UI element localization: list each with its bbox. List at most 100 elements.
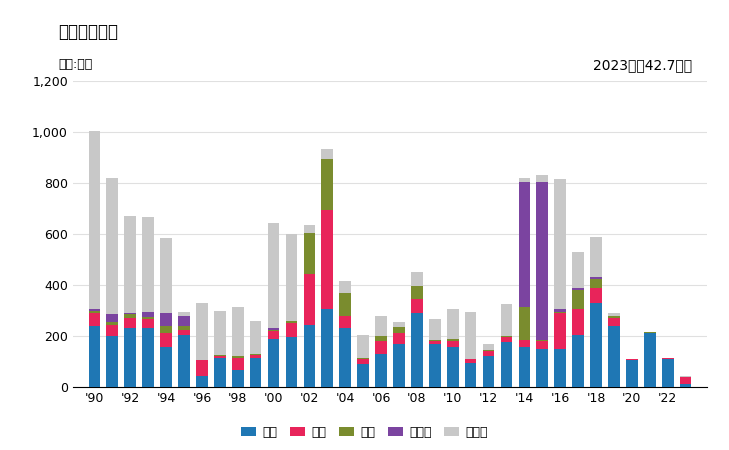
Bar — [429, 344, 440, 387]
Text: 輸出量の推移: 輸出量の推移 — [58, 22, 118, 40]
Bar — [303, 274, 315, 324]
Bar — [340, 328, 351, 387]
Bar — [447, 341, 459, 347]
Bar — [357, 358, 369, 359]
Bar — [357, 359, 369, 364]
Bar — [537, 340, 548, 341]
Bar — [501, 336, 512, 338]
Bar — [465, 363, 477, 387]
Bar — [340, 292, 351, 315]
Bar — [501, 338, 512, 342]
Bar — [572, 252, 584, 288]
Bar — [286, 323, 297, 338]
Bar — [268, 328, 279, 329]
Bar — [590, 277, 602, 279]
Bar — [518, 347, 530, 387]
Bar — [554, 312, 566, 313]
Bar — [357, 364, 369, 387]
Bar — [125, 315, 136, 318]
Bar — [214, 355, 226, 356]
Bar — [214, 310, 226, 355]
Bar — [106, 178, 118, 314]
Bar — [411, 313, 423, 387]
Bar — [250, 355, 262, 358]
Bar — [626, 359, 638, 360]
Text: 2023年：42.7トン: 2023年：42.7トン — [593, 58, 693, 72]
Bar — [196, 360, 208, 375]
Bar — [340, 281, 351, 292]
Bar — [680, 376, 691, 377]
Bar — [572, 335, 584, 387]
Bar — [321, 210, 333, 309]
Bar — [393, 333, 405, 344]
Bar — [429, 341, 440, 344]
Bar — [286, 321, 297, 323]
Bar — [268, 329, 279, 331]
Bar — [411, 299, 423, 313]
Bar — [662, 358, 674, 359]
Bar — [178, 315, 190, 326]
Bar — [501, 304, 512, 336]
Bar — [125, 313, 136, 314]
Bar — [608, 315, 620, 318]
Bar — [142, 320, 154, 328]
Bar — [590, 237, 602, 277]
Bar — [411, 286, 423, 299]
Bar — [608, 318, 620, 326]
Bar — [142, 217, 154, 312]
Bar — [160, 313, 172, 326]
Bar — [178, 335, 190, 387]
Bar — [465, 359, 477, 363]
Bar — [214, 358, 226, 387]
Bar — [89, 326, 100, 387]
Bar — [286, 338, 297, 387]
Bar — [250, 358, 262, 387]
Bar — [608, 326, 620, 387]
Bar — [680, 377, 691, 384]
Bar — [501, 342, 512, 387]
Bar — [106, 314, 118, 322]
Bar — [518, 178, 530, 182]
Bar — [268, 331, 279, 338]
Bar — [340, 315, 351, 328]
Bar — [554, 179, 566, 309]
Bar — [429, 340, 440, 341]
Bar — [89, 310, 100, 313]
Bar — [178, 326, 190, 329]
Bar — [590, 303, 602, 387]
Bar — [160, 326, 172, 333]
Bar — [321, 159, 333, 210]
Bar — [572, 288, 584, 290]
Bar — [321, 309, 333, 387]
Bar — [483, 351, 494, 356]
Bar — [142, 328, 154, 387]
Bar — [106, 322, 118, 324]
Bar — [232, 356, 243, 358]
Bar — [590, 288, 602, 303]
Bar — [142, 312, 154, 317]
Bar — [89, 309, 100, 310]
Bar — [214, 356, 226, 358]
Bar — [447, 347, 459, 387]
Bar — [554, 349, 566, 387]
Bar — [554, 313, 566, 349]
Bar — [250, 321, 262, 354]
Bar — [644, 332, 655, 333]
Bar — [393, 344, 405, 387]
Bar — [268, 222, 279, 328]
Bar — [303, 225, 315, 233]
Bar — [537, 341, 548, 349]
Bar — [518, 182, 530, 307]
Bar — [375, 336, 387, 341]
Bar — [375, 315, 387, 336]
Bar — [232, 358, 243, 370]
Bar — [608, 313, 620, 315]
Bar — [178, 312, 190, 315]
Bar — [303, 233, 315, 274]
Bar — [375, 341, 387, 354]
Text: 単位:トン: 単位:トン — [58, 58, 93, 72]
Bar — [160, 347, 172, 387]
Bar — [232, 370, 243, 387]
Bar — [447, 309, 459, 338]
Bar — [465, 312, 477, 359]
